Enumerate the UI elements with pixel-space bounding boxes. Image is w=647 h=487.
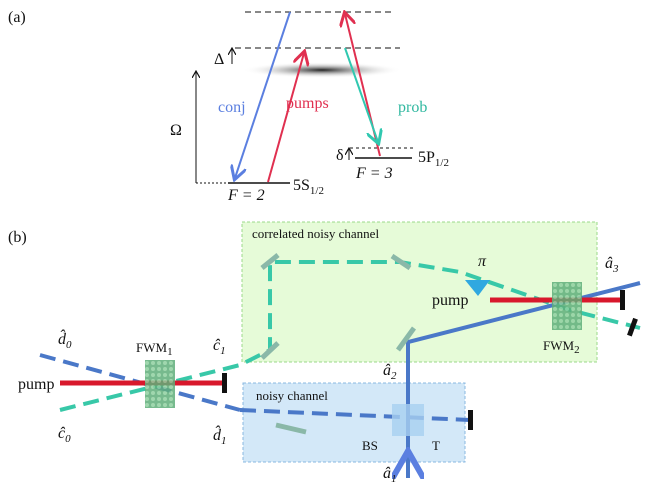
text: pump: [432, 292, 468, 309]
label: ĉ1: [213, 337, 226, 357]
label: T: [432, 438, 440, 453]
label: ĉ0: [58, 425, 71, 445]
text: 2: [391, 370, 397, 382]
panel-label: (a): [8, 9, 26, 26]
text: π: [478, 253, 487, 270]
label: BS: [362, 438, 378, 453]
text: 0: [65, 433, 71, 445]
panel-label: (b): [8, 229, 27, 246]
conj-arrow: [235, 12, 290, 178]
broadened-level: [242, 62, 402, 78]
label: 5P1/2: [418, 149, 449, 169]
text: correlated noisy channel: [252, 226, 379, 241]
text: pump: [18, 376, 54, 393]
label: correlated noisy channel: [252, 226, 379, 241]
label: d̂0: [58, 329, 72, 351]
label: â2: [383, 362, 397, 382]
text: (a): [8, 9, 26, 26]
text: 3: [612, 263, 619, 275]
text: 5P: [418, 149, 435, 166]
text: 5S: [293, 177, 310, 194]
label: prob: [398, 99, 427, 116]
label: 5S1/2: [293, 177, 324, 197]
text: 1: [220, 345, 226, 357]
beam-block: [620, 290, 625, 310]
beam-block: [468, 410, 473, 430]
label: noisy channel: [256, 388, 328, 403]
crystal: [552, 282, 582, 330]
text: FWM: [543, 338, 575, 353]
label: Δ: [214, 51, 224, 68]
text: 0: [66, 339, 72, 351]
text: FWM: [136, 340, 168, 355]
label: F = 2: [227, 187, 265, 204]
text: Ω: [170, 122, 182, 139]
text: noisy channel: [256, 388, 328, 403]
beam-block: [222, 373, 227, 393]
text: â: [605, 255, 613, 272]
text: prob: [398, 99, 427, 116]
text: â: [383, 465, 391, 482]
text: conj: [218, 99, 246, 116]
text: δ: [336, 147, 344, 164]
text: Δ: [214, 51, 224, 68]
label: Ω: [170, 122, 182, 139]
label: pump: [432, 292, 468, 309]
text: 1: [391, 473, 397, 485]
text: F = 3: [355, 165, 393, 182]
text: (b): [8, 229, 27, 246]
label: F = 3: [355, 165, 393, 182]
label: δ: [336, 147, 344, 164]
label: â1: [383, 465, 397, 485]
text: F = 2: [227, 187, 265, 204]
beam-splitter: [392, 404, 424, 436]
text: 1/2: [310, 185, 324, 197]
text: pumps: [286, 95, 329, 112]
text: 1: [167, 346, 173, 358]
prob-arrow: [345, 48, 378, 142]
label: π: [478, 253, 487, 270]
label: pump: [18, 376, 54, 393]
text: 2: [574, 344, 580, 356]
text: 1: [221, 435, 227, 447]
text: â: [383, 362, 391, 379]
text: 1/2: [435, 157, 449, 169]
label: conj: [218, 99, 246, 116]
label: pumps: [286, 95, 329, 112]
label: â3: [605, 255, 619, 275]
label: d̂1: [213, 425, 227, 447]
label: FWM1: [136, 340, 173, 358]
diagram: (a) Δ Ω conj pumps prob δ F = 2 5S1/2 F …: [0, 0, 647, 487]
crystal: [145, 360, 175, 408]
text: T: [432, 438, 440, 453]
text: BS: [362, 438, 378, 453]
